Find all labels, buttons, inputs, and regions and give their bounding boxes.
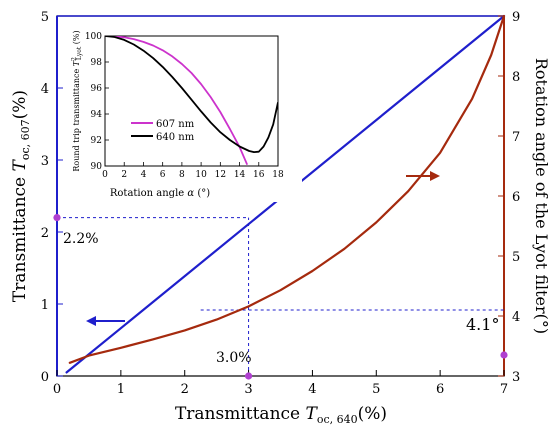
annotation-3-0-percent: 3.0% [216, 350, 252, 366]
inset-series-group [105, 36, 278, 166]
inset-y-tick-label-94: 94 [91, 110, 103, 120]
marker-point-2 [500, 351, 508, 359]
inset-x-tick-label-10: 10 [195, 170, 207, 180]
annotation-4-1-degree: 4.1° [466, 315, 499, 334]
inset-x-axis-label: Rotation angle α (°) [110, 188, 210, 199]
right-axis-arrowhead-icon [430, 171, 440, 181]
x-tick-label-4: 4 [308, 382, 316, 397]
inset-legend: 607 nm 640 nm [131, 119, 195, 143]
inset-x-tick-label-0: 0 [102, 170, 108, 180]
x-tick-label-6: 6 [436, 382, 444, 397]
right-y-tick-label-6: 6 [512, 190, 520, 205]
inset-x-tick-label-8: 8 [179, 170, 185, 180]
inset-y-tick-label-98: 98 [91, 58, 103, 68]
x-tick-label-2: 2 [181, 382, 189, 397]
left-y-tick-label-0: 0 [41, 370, 49, 385]
marker-point-0 [53, 214, 61, 222]
left-y-tick-label-2: 2 [41, 226, 49, 241]
inset-x-tick-label-18: 18 [272, 170, 284, 180]
right-y-tick-label-5: 5 [512, 250, 520, 265]
main-markers [53, 214, 508, 380]
inset-series-line-0 [105, 36, 249, 166]
right-y-tick-label-7: 7 [512, 130, 520, 145]
inset-x-tick-label-2: 2 [121, 170, 127, 180]
right-y-tick-label-9: 9 [512, 10, 520, 25]
x-tick-label-3: 3 [244, 382, 252, 397]
legend-label-607nm: 607 nm [156, 119, 195, 130]
annotation-2-2-percent: 2.2% [63, 231, 99, 247]
right-y-tick-label-4: 4 [512, 310, 520, 325]
inset-x-tick-label-4: 4 [141, 170, 147, 180]
inset-background [98, 30, 302, 202]
inset-x-tick-label-12: 12 [215, 170, 226, 180]
left-axis-arrowhead-icon [86, 316, 96, 326]
series-line-right-axis [68, 14, 506, 364]
left-y-axis-label: Transmittance Toc, 607(%) [10, 90, 32, 302]
marker-point-1 [244, 372, 253, 380]
inset-y-axis-label: Round trip transmittance T2Lyot (%) [71, 30, 83, 171]
right-y-tick-label-3: 3 [512, 370, 520, 385]
x-tick-label-5: 5 [372, 382, 380, 397]
inset-y-tick-label-92: 92 [91, 136, 102, 146]
axis-arrows [86, 171, 440, 326]
right-y-axis-label: Rotation angle of the Lyot filter(°) [532, 58, 550, 334]
inset-y-tick-label-100: 100 [85, 32, 102, 42]
x-tick-label-7: 7 [500, 382, 508, 397]
x-axis-label: Transmittance Toc, 640(%) [175, 404, 387, 426]
left-y-tick-label-5: 5 [41, 10, 49, 25]
inset-x-tick-label-16: 16 [253, 170, 265, 180]
inset-y-tick-label-90: 90 [91, 162, 103, 172]
inset-y-tick-label-96: 96 [91, 84, 103, 94]
guide-lines [57, 217, 504, 376]
inset-series-line-1 [105, 36, 278, 153]
left-y-tick-label-3: 3 [41, 154, 49, 169]
left-y-tick-label-1: 1 [41, 298, 49, 313]
inset-plot-frame [104, 35, 279, 167]
inset-x-tick-label-14: 14 [234, 170, 246, 180]
x-tick-label-1: 1 [117, 382, 125, 397]
inset-plot: 0 2 4 6 8 10 12 14 16 18 90 92 94 96 98 100 607 nm 640 … [71, 30, 302, 202]
legend-label-640nm: 640 nm [156, 132, 195, 143]
inset-ticks: 0 2 4 6 8 10 12 14 16 18 90 92 94 96 98 100 [85, 32, 284, 180]
inset-x-tick-label-6: 6 [160, 170, 166, 180]
x-tick-label-0: 0 [53, 382, 61, 397]
right-y-tick-label-8: 8 [512, 70, 520, 85]
left-y-tick-label-4: 4 [41, 82, 49, 97]
